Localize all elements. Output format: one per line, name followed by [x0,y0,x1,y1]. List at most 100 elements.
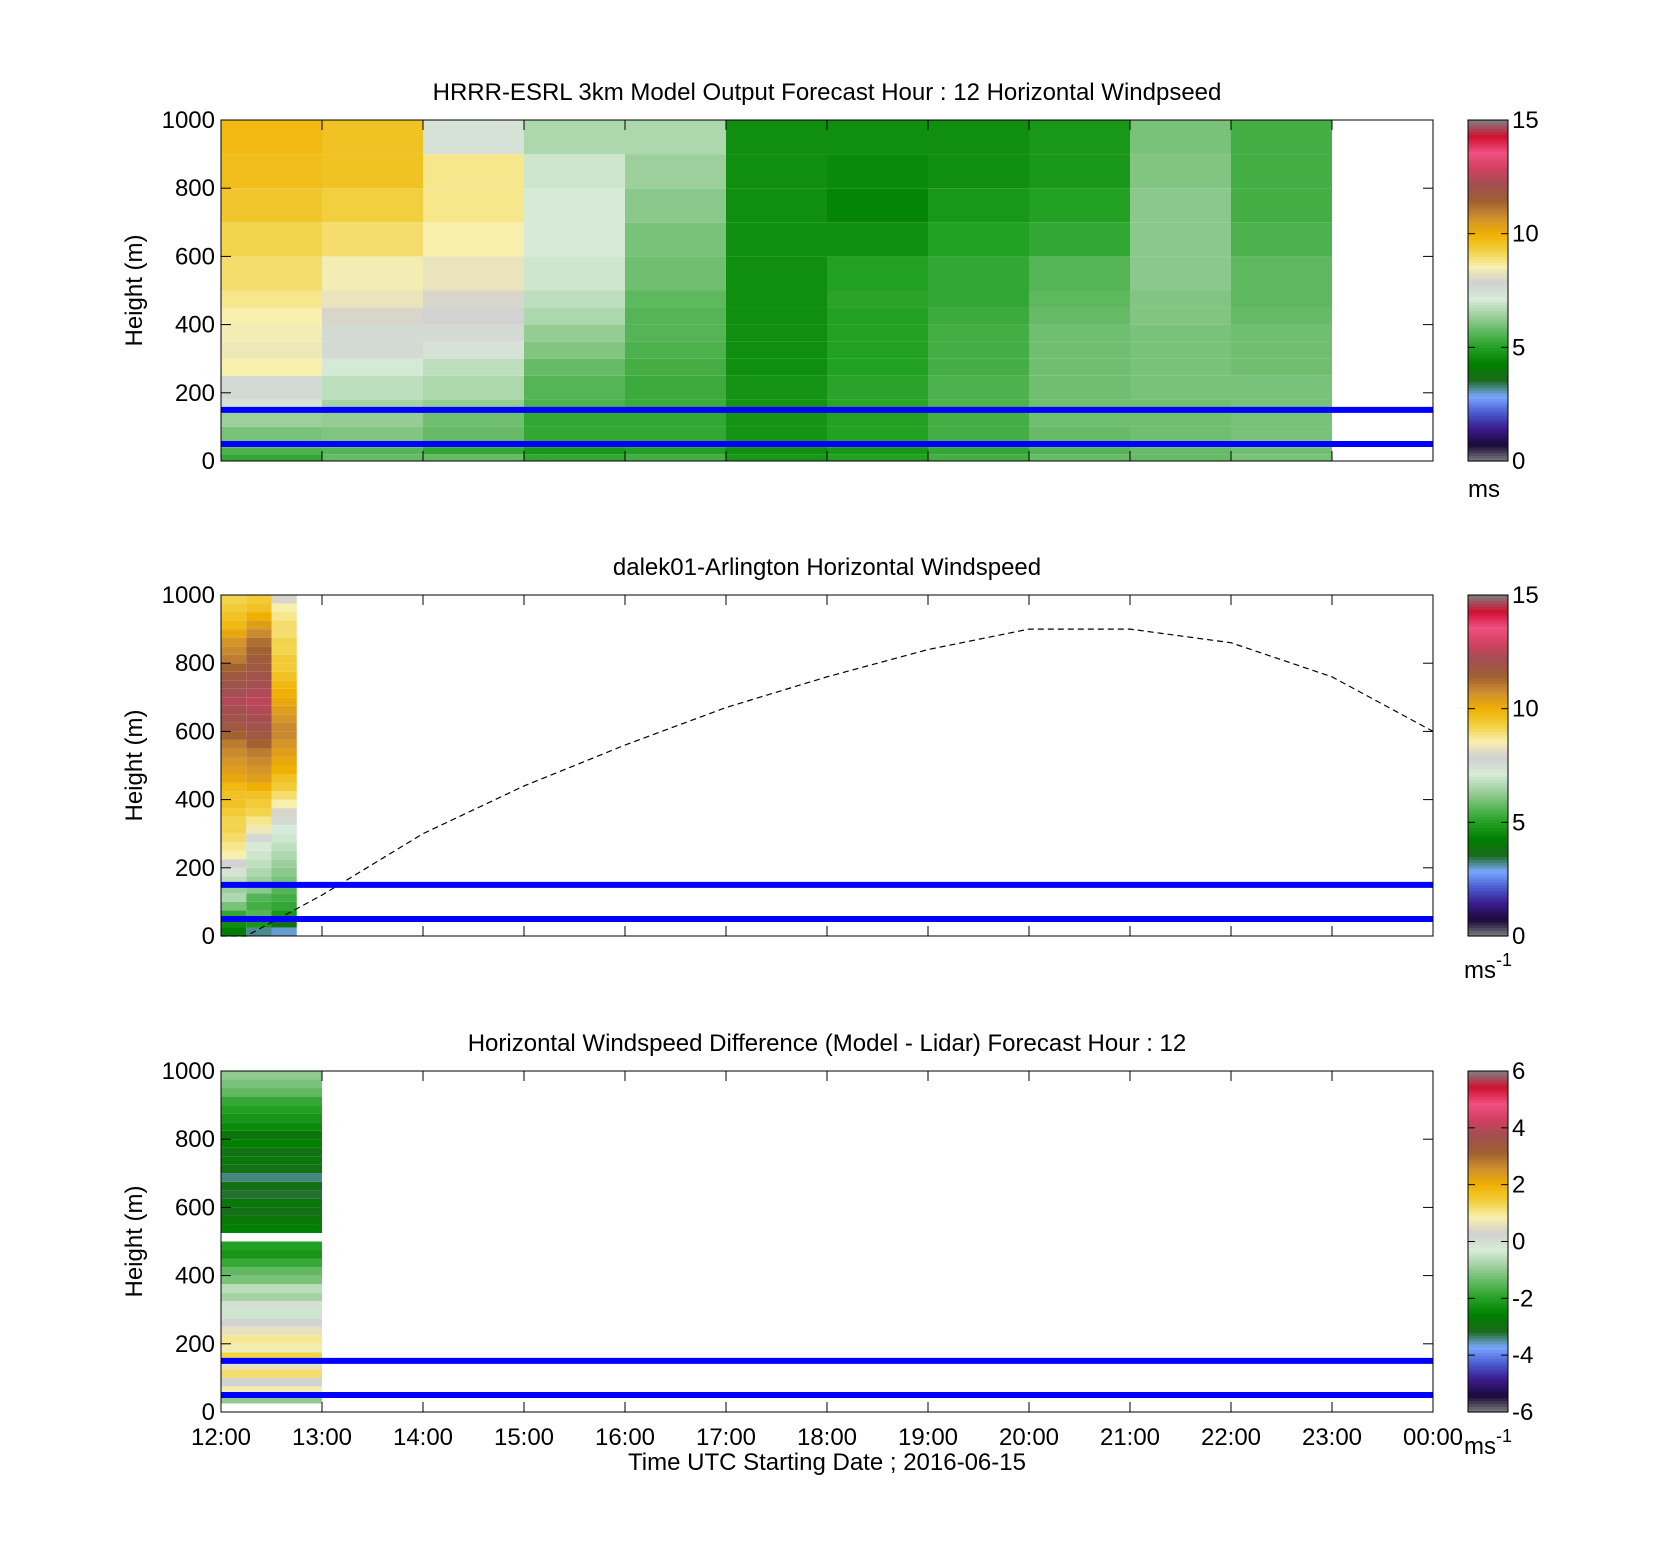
colorbar-swatch [1468,389,1508,394]
colorbar-swatch [1468,162,1508,167]
colorbar-swatch [1468,1161,1508,1166]
colorbar-swatch [1468,182,1508,186]
heatmap-cell [271,876,297,885]
colorbar-swatch [1468,816,1508,821]
colorbar-swatch [1468,1116,1508,1120]
colorbar-swatch [1468,458,1508,462]
heatmap-cell [221,1301,322,1310]
colorbar-swatch [1468,1383,1508,1388]
colorbar-swatch [1468,657,1508,661]
colorbar-swatch [1468,629,1508,633]
heatmap-cell [1231,188,1332,223]
colorbar-swatch [1468,1196,1508,1200]
colorbar-swatch [1468,335,1508,340]
heatmap-cell [221,603,247,613]
heatmap-cell [221,1139,322,1148]
heatmap-cell [221,1113,322,1123]
colorbar-swatch [1468,1323,1508,1328]
colorbar-swatch [1468,603,1508,607]
colorbar-swatch [1468,125,1508,130]
colorbar-swatch [1468,429,1508,434]
colorbar-swatch [1468,685,1508,690]
colorbar-swatch [1468,310,1508,314]
colorbar-swatch [1468,1076,1508,1081]
colorbar-swatch [1468,799,1508,804]
heatmap-cell [246,705,272,715]
colorbar-swatch [1468,120,1508,124]
heatmap-cell [726,447,827,455]
heatmap-cell [221,1275,322,1285]
colorbar-swatch [1468,236,1508,240]
colorbar-swatch [1468,438,1508,442]
heatmap-cell [271,671,297,681]
colorbar-swatch [1468,367,1508,371]
colorbar-swatch [1468,1264,1508,1268]
colorbar-tick-label: 0 [1512,448,1525,475]
colorbar-swatch [1468,853,1508,858]
colorbar-swatch [1468,156,1508,161]
heatmap-cell [246,799,272,809]
colorbar-swatch [1468,870,1508,875]
colorbar-swatch [1468,1252,1508,1257]
heatmap-cell [246,663,272,672]
colorbar-swatch [1468,353,1508,357]
heatmap-cell [322,426,423,441]
colorbar-swatch [1468,344,1508,348]
heatmap-cell [625,256,726,291]
heatmap-cell [271,688,297,698]
heatmap-cell [726,290,827,308]
colorbar-swatch [1468,876,1508,880]
colorbar-swatch [1468,273,1508,277]
heatmap-cell [246,808,272,817]
heatmap-cell [271,748,297,757]
heatmap-cell [221,731,247,740]
heatmap-cell [1130,341,1231,359]
heatmap-cell [625,454,726,461]
heatmap-cell [221,748,247,757]
colorbar-swatch [1468,1372,1508,1376]
heatmap-cell [726,358,827,376]
colorbar-swatch [1468,1133,1508,1137]
heatmap-cell [524,409,625,427]
heatmap-cell [221,1156,322,1165]
heatmap-cell [246,927,272,936]
heatmap-cell [726,409,827,427]
colorbar-swatch [1468,907,1508,912]
y-axis-label: Height (m) [121,1185,148,1297]
colorbar-swatch [1468,185,1508,189]
colorbar-swatch [1468,205,1508,209]
colorbar-frame [1467,119,1509,462]
heatmap-cell [271,663,297,672]
heatmap-cell [246,816,272,826]
heatmap-cell [271,637,297,647]
colorbar-swatch [1468,1275,1508,1280]
colorbar-swatch [1468,347,1508,351]
colorbar-swatch [1468,728,1508,732]
y-tick-label: 800 [175,175,215,202]
heatmap-cell [524,154,625,189]
heatmap-cell [271,680,297,689]
colorbar-swatch [1468,828,1508,832]
colorbar-swatch [1468,836,1508,840]
heatmap-cell [1029,375,1130,400]
colorbar-swatch [1468,253,1508,257]
heatmap-cell [246,637,272,647]
x-tick-label: 15:00 [494,1424,554,1451]
colorbar-swatch [1468,717,1508,721]
colorbar-swatch [1468,131,1508,135]
colorbar-swatch [1468,341,1508,346]
heatmap-cell [246,782,272,792]
colorbar-swatch [1468,1343,1508,1348]
colorbar-swatch [1468,1130,1508,1135]
heatmap-cell [221,595,247,604]
heatmap-cell [322,222,423,257]
heatmap-cell [246,671,272,681]
heatmap-cell [221,1326,322,1336]
heatmap-cell [221,671,247,681]
colorbar-swatch [1468,1306,1508,1311]
heatmap-cell [928,426,1029,441]
colorbar-swatch [1468,1176,1508,1180]
heatmap-cell [625,222,726,257]
colorbar-swatch [1468,810,1508,815]
heatmap-cell [726,341,827,359]
